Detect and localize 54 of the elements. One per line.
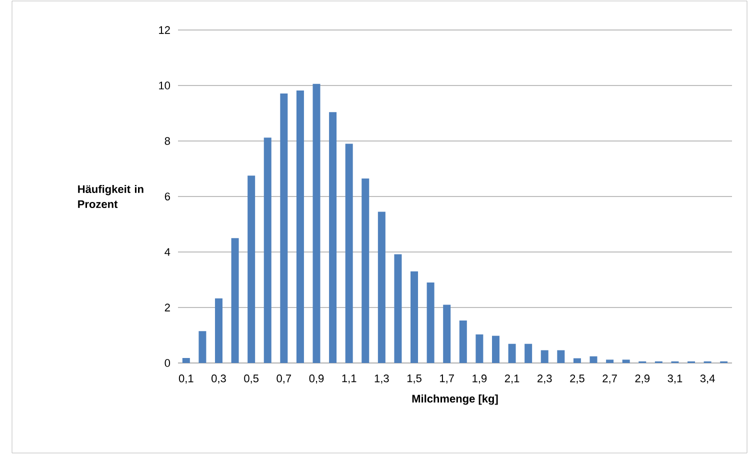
bar [378, 212, 386, 363]
x-tick-label: 1,7 [440, 374, 454, 384]
y-tick-label: 12 [159, 26, 170, 34]
x-tick-label: 0,7 [276, 374, 292, 384]
y-tick-label: 6 [164, 192, 170, 200]
x-tick-label: 2,9 [635, 374, 650, 384]
bar [410, 271, 418, 363]
bar [198, 331, 206, 363]
bar [492, 336, 500, 363]
bar [590, 356, 598, 363]
bar [231, 238, 239, 363]
y-axis-title: Häufigkeit in Prozent [78, 184, 144, 208]
bar [540, 350, 548, 363]
x-tick-label: 0,9 [309, 374, 324, 384]
x-tick-label: 2,7 [602, 374, 617, 384]
bar [622, 360, 630, 363]
x-tick-label: 1,5 [407, 374, 422, 384]
bar [426, 282, 434, 363]
x-tick-label: 1,1 [342, 374, 356, 384]
x-tick-label: 3,4 [700, 374, 715, 384]
x-tick-label: 0,1 [178, 374, 194, 384]
bar [248, 176, 256, 363]
x-tick-label: 1,3 [374, 374, 389, 384]
bar [443, 304, 451, 363]
x-tick-label: 0,5 [244, 374, 258, 384]
bar [606, 360, 614, 363]
bar [280, 94, 288, 363]
bar [264, 138, 272, 363]
bar [394, 254, 402, 363]
bar [459, 320, 467, 363]
x-tick-label: 1,9 [472, 374, 487, 384]
x-tick-label: 3,1 [668, 374, 682, 384]
bar [508, 344, 516, 363]
bar [557, 350, 565, 363]
bar [214, 298, 222, 363]
x-tick-label: 2,5 [570, 374, 584, 384]
y-tick-label: 0 [164, 359, 170, 367]
x-tick-label: 2,1 [504, 374, 520, 384]
bar [476, 334, 484, 363]
x-tick-label: 2,3 [538, 374, 552, 384]
bar [312, 84, 320, 363]
y-tick-label: 4 [164, 248, 170, 256]
y-tick-label: 2 [164, 304, 170, 312]
bar [296, 90, 304, 363]
bar [524, 344, 532, 363]
y-tick-label: 8 [164, 137, 170, 145]
y-tick-label: 10 [159, 82, 170, 90]
bar [345, 144, 353, 363]
bar [182, 358, 190, 363]
bar [362, 178, 370, 363]
x-tick-label: 0,3 [212, 374, 226, 384]
x-axis-title: Milchmenge [kg] [412, 394, 498, 405]
bar [329, 112, 337, 363]
bar [573, 358, 581, 363]
